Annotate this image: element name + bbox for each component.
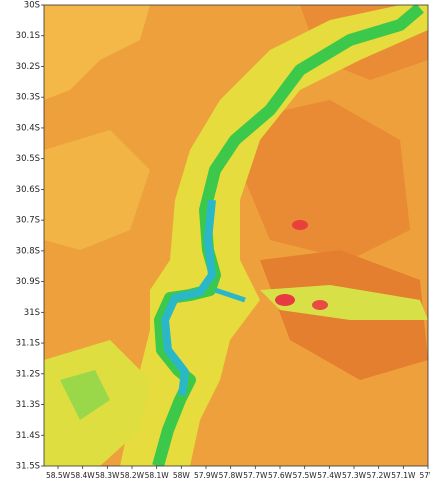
- x-label: 57W: [420, 471, 430, 480]
- x-label: 57.3W: [342, 471, 367, 480]
- y-label: 31.3S: [16, 400, 40, 410]
- x-label: 57.5W: [293, 471, 318, 480]
- x-label: 58.2W: [120, 471, 145, 480]
- x-label: 58.5W: [46, 471, 71, 480]
- x-label: 57.8W: [219, 471, 244, 480]
- high-spot: [292, 220, 308, 230]
- y-label: 30.9S: [16, 277, 40, 287]
- y-label: 31.4S: [16, 431, 40, 441]
- map-figure: 30S 30.1S 30.2S 30.3S 30.4S 30.5S 30.6S 30.7S 30…: [0, 0, 430, 483]
- x-label: 57.9W: [194, 471, 219, 480]
- y-label: 30.7S: [16, 216, 40, 226]
- y-label: 30.8S: [16, 246, 40, 256]
- y-label: 30.1S: [16, 31, 40, 41]
- x-label: 57.4W: [317, 471, 342, 480]
- y-label: 30.2S: [16, 62, 40, 72]
- x-label: 58.3W: [95, 471, 120, 480]
- high-spot: [275, 294, 295, 306]
- page: {"map": { "y_labels": ["30S", "30.1S", "…: [0, 0, 430, 483]
- y-label: 31S: [24, 308, 40, 318]
- x-label: 57.6W: [268, 471, 293, 480]
- y-label: 30.5S: [16, 154, 40, 164]
- y-label: 31.2S: [16, 369, 40, 379]
- y-label: 31.5S: [16, 462, 40, 472]
- x-label: 57.7W: [243, 471, 268, 480]
- x-label: 57.2W: [367, 471, 392, 480]
- x-label: 58.4W: [71, 471, 96, 480]
- y-label: 30S: [24, 1, 40, 11]
- y-label: 30.6S: [16, 185, 40, 195]
- elevation-raster: [44, 5, 428, 466]
- y-label: 30.3S: [16, 93, 40, 103]
- x-label: 58.1W: [145, 471, 170, 480]
- y-label: 31.1S: [16, 339, 40, 349]
- y-label: 30.4S: [16, 123, 40, 133]
- x-label: 57.1W: [391, 471, 416, 480]
- x-label: 58W: [173, 471, 191, 480]
- high-spot: [312, 300, 328, 310]
